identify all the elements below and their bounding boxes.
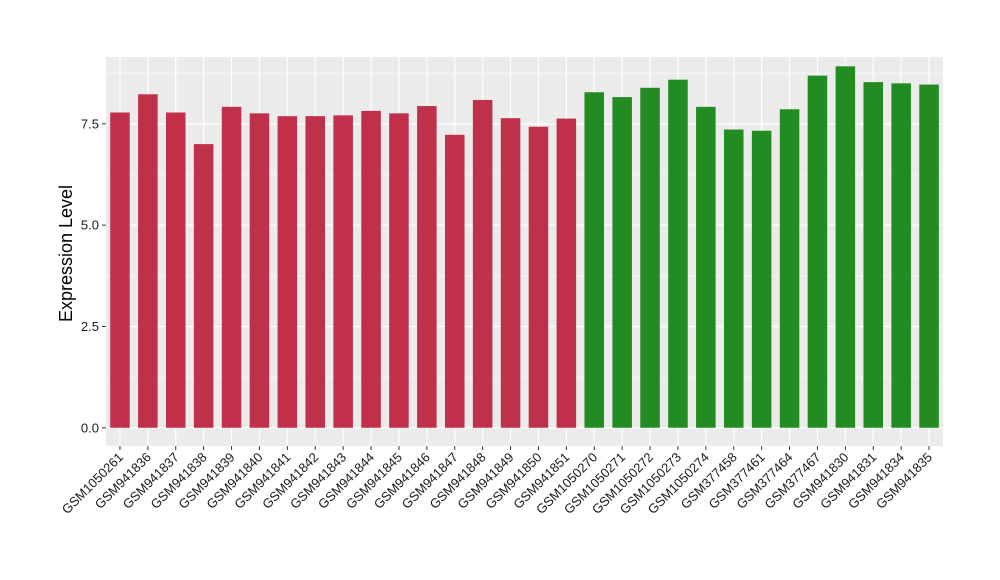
bar-gsm941846 [417, 106, 437, 428]
bar-gsm941839 [221, 106, 242, 428]
y-tick-label: 7.5 [81, 116, 99, 131]
bars [110, 66, 939, 428]
bar-gsm1050273 [668, 79, 688, 428]
y-tick-label: 5.0 [81, 218, 99, 233]
bar-gsm941835 [919, 84, 939, 428]
bar-gsm941844 [361, 110, 381, 428]
bar-gsm377467 [807, 75, 828, 428]
bar-gsm377458 [723, 129, 744, 428]
bar-gsm377464 [779, 109, 800, 428]
bar-gsm1050270 [584, 92, 605, 428]
plot-panel [106, 57, 943, 446]
bar-gsm1050261 [110, 112, 130, 428]
y-axis-title: Expression Level [56, 185, 76, 322]
bar-gsm941850 [528, 126, 549, 428]
bar-gsm941841 [277, 116, 298, 428]
bar-gsm941838 [193, 144, 214, 428]
bar-gsm1050271 [612, 97, 632, 428]
bar-gsm941834 [891, 83, 911, 428]
bar-gsm941836 [138, 94, 158, 428]
bar-gsm941847 [444, 134, 465, 428]
y-tick-label: 2.5 [81, 319, 99, 334]
bar-gsm941842 [305, 116, 326, 428]
bar-gsm1050272 [640, 87, 660, 428]
bar-gsm377461 [751, 130, 772, 428]
bar-gsm941848 [472, 99, 493, 428]
bar-gsm941843 [333, 115, 353, 428]
minor-gridlines [106, 72, 943, 378]
y-axis: 0.0 2.5 5.0 7.5 [81, 116, 106, 435]
bar-gsm941845 [389, 113, 409, 428]
x-axis: GSM1050261GSM941836GSM941837GSM941838GSM… [59, 446, 935, 517]
bar-gsm941840 [249, 113, 270, 428]
bar-gsm941851 [556, 118, 577, 428]
bar-gsm941831 [863, 82, 884, 428]
bar-gsm941849 [500, 118, 521, 428]
bar-gsm941830 [835, 66, 856, 428]
y-tick-label: 0.0 [81, 420, 99, 435]
bar-gsm1050274 [696, 106, 716, 428]
bar-gsm941837 [165, 112, 186, 428]
